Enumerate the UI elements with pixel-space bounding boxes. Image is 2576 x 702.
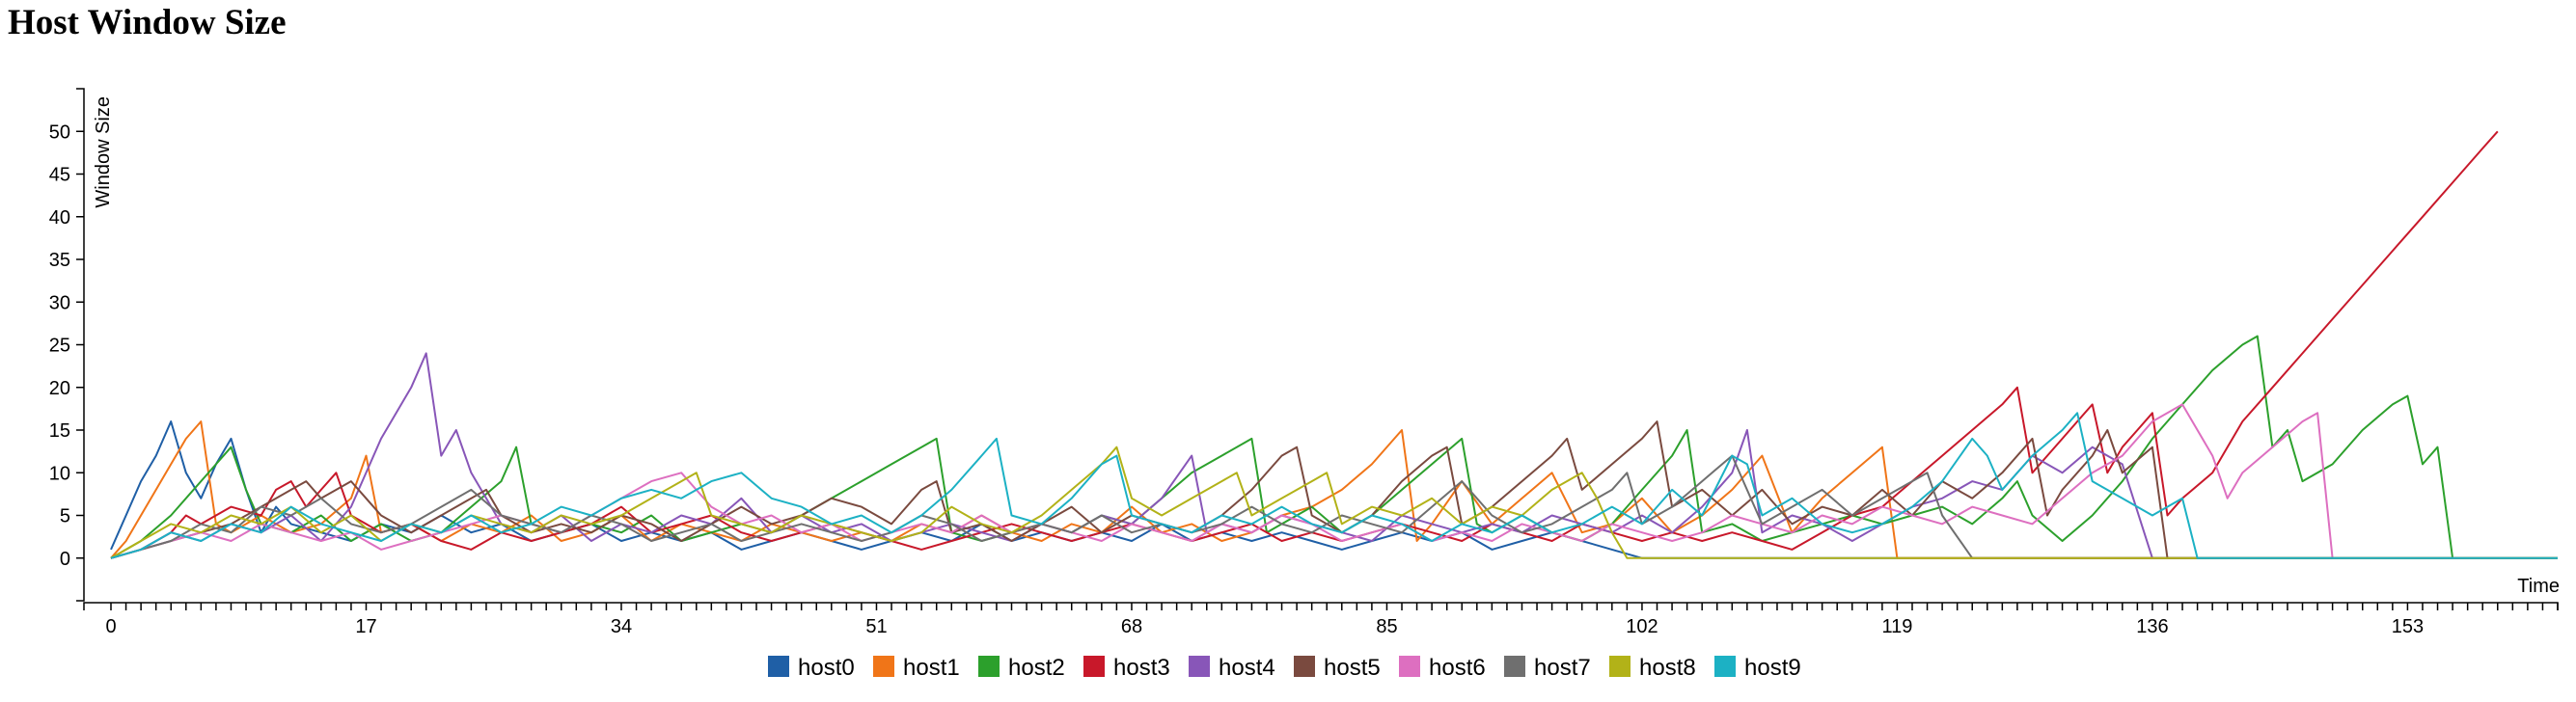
legend-item-host5[interactable]: host5 — [1294, 655, 1381, 681]
series-line-host7 — [110, 454, 2558, 559]
legend-item-host3[interactable]: host3 — [1083, 655, 1170, 681]
x-axis-line — [83, 602, 2559, 610]
legend-label: host5 — [1324, 655, 1381, 681]
legend-label: host0 — [798, 655, 855, 681]
legend-item-host4[interactable]: host4 — [1189, 655, 1275, 681]
y-tick-label: 5 — [60, 506, 70, 527]
y-tick-label: 0 — [60, 549, 70, 570]
series-line-host2 — [110, 335, 2558, 559]
x-tick-label: 17 — [355, 616, 376, 637]
legend-swatch — [768, 656, 789, 677]
legend-label: host4 — [1219, 655, 1275, 681]
legend-item-host9[interactable]: host9 — [1714, 655, 1801, 681]
y-axis: 0 5 10 15 20 25 30 35 40 45 50 — [49, 88, 85, 602]
legend-swatch — [1714, 656, 1736, 677]
legend-item-host6[interactable]: host6 — [1399, 655, 1486, 681]
x-tick-label: 136 — [2136, 616, 2168, 637]
x-tick-label: 34 — [611, 616, 632, 637]
series-line-host8 — [110, 446, 2558, 559]
x-tick-label: 85 — [1376, 616, 1397, 637]
legend-item-host0[interactable]: host0 — [768, 655, 855, 681]
y-tick-label: 25 — [49, 336, 70, 357]
legend-label: host6 — [1429, 655, 1486, 681]
x-axis: 0 17 34 51 68 85 102 119 136 153 — [83, 602, 2559, 637]
legend-item-host2[interactable]: host2 — [978, 655, 1065, 681]
legend-swatch — [1399, 656, 1420, 677]
legend-item-host8[interactable]: host8 — [1609, 655, 1696, 681]
y-tick-label: 45 — [49, 165, 70, 186]
series-line-host6 — [110, 403, 2558, 559]
y-tick-label: 50 — [49, 122, 70, 143]
legend-item-host1[interactable]: host1 — [873, 655, 960, 681]
legend-item-host7[interactable]: host7 — [1504, 655, 1591, 681]
legend-label: host3 — [1113, 655, 1170, 681]
x-tick-label: 153 — [2392, 616, 2424, 637]
y-tick-label: 40 — [49, 207, 70, 229]
legend-label: host8 — [1639, 655, 1696, 681]
x-tick-label: 119 — [1881, 616, 1912, 637]
legend-swatch — [1083, 656, 1105, 677]
legend-label: host7 — [1534, 655, 1591, 681]
legend-label: host1 — [903, 655, 960, 681]
x-tick-label: 51 — [865, 616, 887, 637]
legend-swatch — [1504, 656, 1525, 677]
x-tick-label: 102 — [1626, 616, 1658, 637]
legend-label: host2 — [1008, 655, 1065, 681]
legend-swatch — [873, 656, 894, 677]
y-tick-label: 20 — [49, 378, 70, 399]
legend-swatch — [1189, 656, 1210, 677]
y-tick-label: 15 — [49, 420, 70, 442]
x-tick-label: 68 — [1121, 616, 1142, 637]
y-tick-label: 35 — [49, 250, 70, 271]
y-axis-label: Window Size — [93, 96, 114, 208]
y-tick-label: 10 — [49, 463, 70, 484]
x-axis-label: Time — [2517, 576, 2560, 597]
legend-swatch — [1609, 656, 1631, 677]
legend-swatch — [978, 656, 1000, 677]
legend-label: host9 — [1744, 655, 1801, 681]
legend-swatch — [1294, 656, 1315, 677]
x-tick-label: 0 — [105, 616, 116, 637]
series-line-host9 — [110, 412, 2558, 559]
series-line-host3 — [110, 130, 2499, 559]
legend: host0 host1 host2 host3 host4 host5 host6 host7… — [768, 655, 1801, 681]
y-tick-label: 30 — [49, 292, 70, 313]
page-title: Host Window Size — [8, 3, 287, 42]
series-lines — [110, 130, 2558, 559]
